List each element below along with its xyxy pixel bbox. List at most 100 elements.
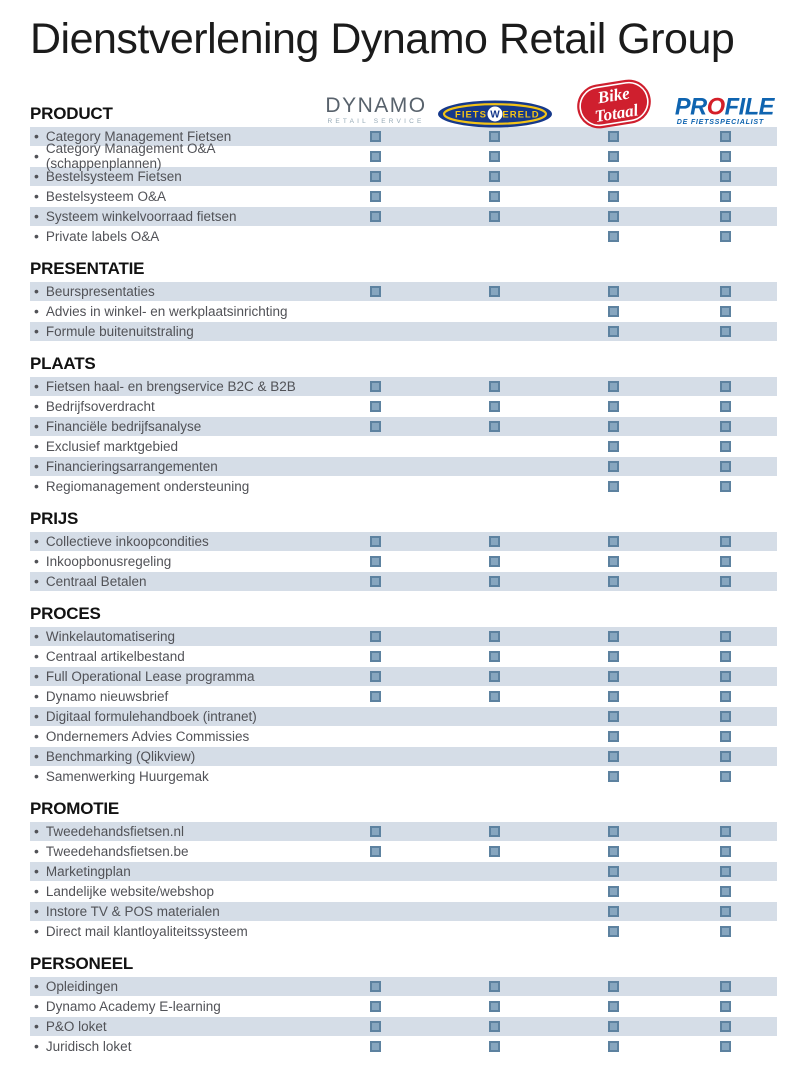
service-row: • Inkoopbonusregeling <box>30 552 777 571</box>
availability-cell <box>673 420 777 432</box>
service-available-marker <box>719 1040 731 1052</box>
service-available-marker <box>608 885 619 897</box>
service-label: • Beurspresentaties <box>30 284 316 299</box>
service-available-marker <box>719 845 731 857</box>
bullet-icon: • <box>34 883 39 900</box>
service-label: • Bedrijfsoverdracht <box>30 399 316 414</box>
availability-cell <box>673 750 777 762</box>
availability-cell <box>316 400 435 412</box>
service-row: • Instore TV & POS materialen <box>30 901 777 921</box>
service-row: • P&O loket <box>30 1016 777 1036</box>
availability-cell <box>554 670 673 682</box>
service-name: Direct mail klantloyaliteitssysteem <box>45 923 248 939</box>
availability-cell <box>673 555 777 567</box>
service-row: • Opleidingen <box>30 976 777 996</box>
service-available-marker <box>489 825 500 837</box>
service-available-marker <box>608 865 619 877</box>
availability-cell <box>554 230 673 242</box>
availability-cell <box>673 925 777 937</box>
service-row: • Winkelautomatisering <box>30 626 777 646</box>
availability-cell <box>435 190 554 202</box>
service-name: Category Management O&A (schappenplannen… <box>45 141 215 172</box>
availability-cell <box>554 440 673 452</box>
bullet-icon: • <box>34 648 39 665</box>
service-available-marker <box>370 555 381 567</box>
service-row: • Digitaal formulehandboek (intranet) <box>30 706 777 726</box>
bullet-icon: • <box>34 843 39 860</box>
service-row: • Formule buitenuitstraling <box>30 321 777 341</box>
service-available-marker <box>719 480 731 492</box>
fietswereld-logo-text-left: FIETS <box>455 109 487 120</box>
service-row: • Category Management Fietsen <box>30 126 777 146</box>
service-available-marker <box>719 535 731 547</box>
service-row: • Benchmarking (Qlikview) <box>30 746 777 766</box>
availability-cell <box>554 420 673 432</box>
availability-cell <box>554 980 673 992</box>
service-available-marker <box>489 420 500 432</box>
service-available-marker <box>719 285 731 297</box>
service-available-marker <box>719 925 731 937</box>
availability-cell <box>435 575 554 587</box>
availability-cell <box>673 400 777 412</box>
availability-cell <box>673 305 777 317</box>
service-label: • P&O loket <box>30 1019 316 1034</box>
availability-cell <box>673 1020 777 1032</box>
service-name: Financiële bedrijfsanalyse <box>45 418 202 434</box>
service-name: Advies in winkel- en werkplaatsinrichtin… <box>45 303 288 319</box>
profile-logo: PROFILE DE FIETSSPECIALIST <box>675 94 776 125</box>
service-name: Bestelsysteem Fietsen <box>45 168 182 184</box>
availability-cell <box>435 400 554 412</box>
service-row: • Dynamo Academy E-learning <box>30 997 777 1016</box>
service-available-marker <box>489 210 500 222</box>
availability-cell <box>435 980 554 992</box>
service-label: • Instore TV & POS materialen <box>30 904 316 919</box>
availability-cell <box>673 825 777 837</box>
service-row: • Fietsen haal- en brengservice B2C & B2B <box>30 376 777 396</box>
service-name: Tweedehandsfietsen.be <box>45 843 189 859</box>
service-available-marker <box>608 400 619 412</box>
service-available-marker <box>370 285 381 297</box>
service-name: Regiomanagement ondersteuning <box>45 478 250 494</box>
service-available-marker <box>608 730 619 742</box>
service-row: • Collectieve inkoopcondities <box>30 531 777 551</box>
service-available-marker <box>608 420 619 432</box>
availability-cell <box>554 1000 673 1012</box>
availability-cell <box>316 650 435 662</box>
bullet-icon: • <box>34 998 39 1015</box>
service-available-marker <box>370 210 381 222</box>
bullet-icon: • <box>34 823 39 840</box>
availability-cell <box>554 400 673 412</box>
service-available-marker <box>719 210 731 222</box>
service-name: Financieringsarrangementen <box>45 458 218 474</box>
service-label: • Formule buitenuitstraling <box>30 324 316 339</box>
section-personeel: PERSONEEL • Opleidingen • Dynamo Academy E-l… <box>30 953 777 1056</box>
bullet-icon: • <box>34 128 39 145</box>
availability-cell <box>673 535 777 547</box>
availability-cell <box>673 690 777 702</box>
availability-cell <box>554 555 673 567</box>
bullet-icon: • <box>34 628 39 645</box>
availability-cell <box>316 190 435 202</box>
service-row: • Financiële bedrijfsanalyse <box>30 416 777 436</box>
service-sections: PRODUCT • Category Management Fietsen • Cate… <box>30 103 777 1056</box>
availability-cell <box>316 845 435 857</box>
service-label: • Direct mail klantloyaliteitssysteem <box>30 924 316 939</box>
service-label: • Centraal Betalen <box>30 574 316 589</box>
dynamo-logo-subtext: RETAIL SERVICE <box>327 118 424 125</box>
service-row: • Dynamo nieuwsbrief <box>30 687 777 706</box>
availability-cell <box>554 130 673 142</box>
service-available-marker <box>608 170 619 182</box>
service-available-marker <box>608 770 619 782</box>
service-name: Tweedehandsfietsen.nl <box>45 823 185 839</box>
availability-cell <box>435 150 554 162</box>
service-label: • Ondernemers Advies Commissies <box>30 729 316 744</box>
availability-cell <box>673 285 777 297</box>
service-available-marker <box>608 905 619 917</box>
service-row: • Advies in winkel- en werkplaatsinrichti… <box>30 302 777 321</box>
availability-cell <box>554 190 673 202</box>
availability-cell <box>435 670 554 682</box>
service-available-marker <box>489 1000 500 1012</box>
availability-cell <box>554 380 673 392</box>
availability-cell <box>554 885 673 897</box>
availability-cell <box>554 630 673 642</box>
